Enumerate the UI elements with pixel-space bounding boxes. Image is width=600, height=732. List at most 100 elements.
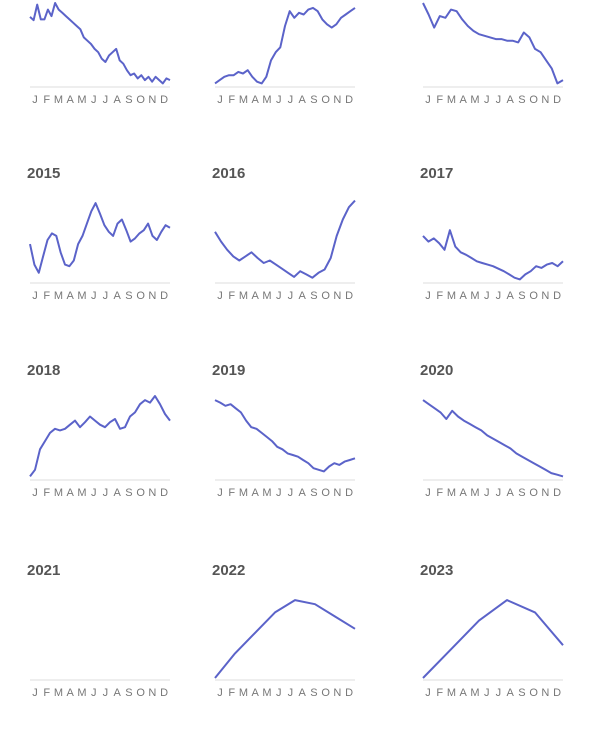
- month-tick-label: M: [239, 290, 248, 302]
- month-tick-label: J: [496, 487, 502, 499]
- month-tick-label: J: [288, 94, 294, 106]
- month-tick-label: S: [125, 290, 132, 302]
- month-tick-label: J: [103, 290, 109, 302]
- panel-10: 2021 J F M A M J J A S O N D: [27, 562, 207, 732]
- month-tick-label: M: [54, 94, 63, 106]
- month-tick-label: M: [77, 290, 86, 302]
- month-tick-label: F: [436, 290, 443, 302]
- month-tick-label: D: [345, 290, 353, 302]
- month-tick-label: N: [148, 487, 156, 499]
- month-tick-label: M: [447, 487, 456, 499]
- panel-11: 2022 J F M A M J J A S O N D: [212, 562, 392, 732]
- month-tick-label: F: [43, 94, 50, 106]
- month-tick-label: A: [507, 94, 515, 106]
- month-tick-label: F: [43, 487, 50, 499]
- month-tick-label: J: [217, 290, 223, 302]
- month-tick-label: A: [299, 487, 307, 499]
- month-tick-label: M: [470, 94, 479, 106]
- month-tick-label: N: [148, 687, 156, 699]
- month-tick-label: F: [43, 687, 50, 699]
- month-tick-label: M: [239, 487, 248, 499]
- panel-year-label: 2022: [212, 562, 246, 579]
- month-tick-label: A: [460, 687, 468, 699]
- month-tick-label: N: [333, 487, 341, 499]
- month-tick-label: M: [262, 487, 271, 499]
- month-tick-label: D: [553, 487, 561, 499]
- month-tick-label: J: [217, 94, 223, 106]
- month-tick-label: N: [541, 487, 549, 499]
- month-tick-label: O: [136, 290, 145, 302]
- month-tick-label: M: [54, 687, 63, 699]
- month-tick-label: A: [252, 487, 260, 499]
- series-line: [29, 395, 171, 478]
- month-tick-label: A: [114, 487, 122, 499]
- month-tick-label: A: [114, 94, 122, 106]
- panel-year-label: 2017: [420, 165, 454, 182]
- month-tick-label: A: [114, 290, 122, 302]
- month-tick-label: J: [32, 487, 38, 499]
- month-tick-label: O: [529, 290, 538, 302]
- month-tick-label: J: [288, 290, 294, 302]
- month-tick-label: S: [310, 290, 317, 302]
- series-line: [214, 6, 356, 85]
- month-tick-label: D: [160, 94, 168, 106]
- month-tick-label: O: [136, 487, 145, 499]
- month-tick-label: O: [136, 687, 145, 699]
- month-tick-label: S: [310, 487, 317, 499]
- month-tick-label: F: [436, 487, 443, 499]
- month-tick-label: N: [148, 94, 156, 106]
- panel-8: 2019 J F M A M J J A S O N D: [212, 362, 392, 532]
- month-tick-label: A: [252, 290, 260, 302]
- month-tick-label: A: [67, 687, 75, 699]
- month-tick-label: O: [321, 687, 330, 699]
- panel-year-label: 2021: [27, 562, 61, 579]
- month-tick-label: J: [425, 487, 431, 499]
- month-tick-label: J: [496, 94, 502, 106]
- series-line: [422, 229, 564, 281]
- month-tick-label: D: [160, 487, 168, 499]
- month-tick-label: M: [54, 290, 63, 302]
- month-tick-label: O: [321, 487, 330, 499]
- month-tick-label: A: [299, 290, 307, 302]
- month-tick-label: F: [228, 290, 235, 302]
- month-tick-label: A: [299, 94, 307, 106]
- month-tick-label: D: [553, 94, 561, 106]
- month-tick-label: M: [239, 687, 248, 699]
- month-tick-label: D: [345, 687, 353, 699]
- month-tick-label: A: [507, 687, 515, 699]
- month-tick-label: J: [276, 94, 282, 106]
- month-tick-label: O: [321, 94, 330, 106]
- month-tick-label: A: [67, 290, 75, 302]
- month-tick-label: J: [103, 94, 109, 106]
- series-line: [214, 199, 356, 279]
- month-tick-label: A: [460, 487, 468, 499]
- month-tick-label: N: [333, 290, 341, 302]
- month-tick-label: N: [541, 94, 549, 106]
- month-tick-label: J: [484, 94, 490, 106]
- panel-4: 2015 J F M A M J J A S O N D: [27, 165, 207, 335]
- month-tick-label: J: [91, 487, 97, 499]
- month-tick-label: O: [136, 94, 145, 106]
- month-tick-label: J: [103, 487, 109, 499]
- series-line: [422, 2, 564, 85]
- month-tick-label: J: [496, 687, 502, 699]
- month-tick-label: M: [77, 487, 86, 499]
- month-tick-label: J: [425, 687, 431, 699]
- panel-year-label: 2019: [212, 362, 246, 379]
- month-tick-label: F: [43, 290, 50, 302]
- series-line: [422, 399, 564, 478]
- month-tick-label: A: [507, 290, 515, 302]
- month-tick-label: M: [470, 687, 479, 699]
- month-tick-label: J: [91, 94, 97, 106]
- month-tick-label: D: [345, 94, 353, 106]
- month-tick-label: M: [77, 687, 86, 699]
- month-tick-label: J: [103, 687, 109, 699]
- month-tick-label: J: [217, 687, 223, 699]
